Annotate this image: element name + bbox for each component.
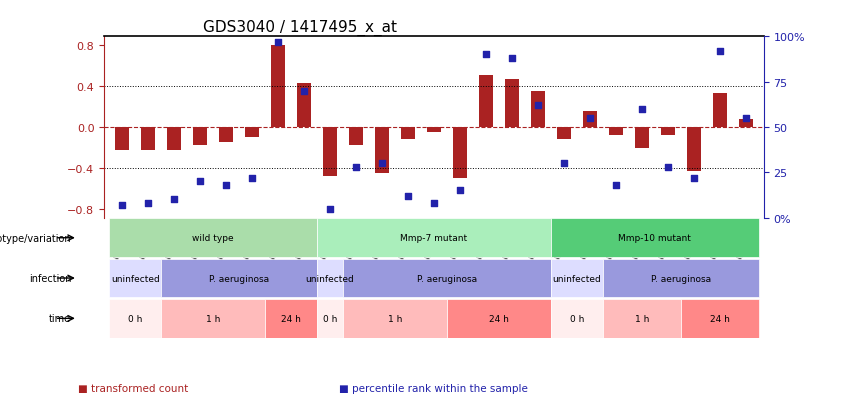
Text: Mmp-10 mutant: Mmp-10 mutant xyxy=(618,234,691,243)
FancyBboxPatch shape xyxy=(317,299,343,338)
FancyBboxPatch shape xyxy=(317,219,551,257)
Text: 24 h: 24 h xyxy=(489,314,509,323)
FancyBboxPatch shape xyxy=(343,299,447,338)
Bar xyxy=(635,128,649,148)
Text: genotype/variation: genotype/variation xyxy=(0,233,71,243)
Point xyxy=(349,164,363,171)
Point xyxy=(194,178,207,185)
Point xyxy=(453,188,467,194)
Bar xyxy=(687,128,700,172)
Bar xyxy=(582,112,597,128)
Text: P. aeruginosa: P. aeruginosa xyxy=(209,274,269,283)
Text: uninfected: uninfected xyxy=(552,274,602,283)
FancyBboxPatch shape xyxy=(109,299,161,338)
Point xyxy=(557,161,571,167)
Bar xyxy=(219,128,233,143)
Text: wild type: wild type xyxy=(193,234,234,243)
Bar xyxy=(349,128,363,146)
Bar xyxy=(141,128,155,150)
Bar xyxy=(245,128,260,138)
Point xyxy=(401,193,415,199)
Point xyxy=(168,197,181,203)
Point xyxy=(297,88,311,95)
FancyBboxPatch shape xyxy=(317,259,343,298)
Point xyxy=(323,206,337,212)
Point xyxy=(739,115,753,122)
Point xyxy=(635,106,648,113)
Bar xyxy=(608,128,623,136)
Bar xyxy=(193,128,207,146)
Text: ■ transformed count: ■ transformed count xyxy=(78,383,188,393)
Text: ■ percentile rank within the sample: ■ percentile rank within the sample xyxy=(339,383,528,393)
Bar xyxy=(556,128,571,140)
FancyBboxPatch shape xyxy=(447,299,551,338)
FancyBboxPatch shape xyxy=(551,219,759,257)
Text: Mmp-7 mutant: Mmp-7 mutant xyxy=(400,234,468,243)
Bar xyxy=(115,128,129,150)
Point xyxy=(505,56,519,62)
Bar xyxy=(530,92,545,128)
Point xyxy=(608,182,622,189)
Point xyxy=(687,175,700,182)
FancyBboxPatch shape xyxy=(109,219,317,257)
Point xyxy=(479,52,493,59)
Text: uninfected: uninfected xyxy=(306,274,354,283)
Text: infection: infection xyxy=(29,273,71,283)
Text: 0 h: 0 h xyxy=(569,314,584,323)
Bar xyxy=(323,128,338,177)
Text: GDS3040 / 1417495_x_at: GDS3040 / 1417495_x_at xyxy=(203,20,398,36)
Text: uninfected: uninfected xyxy=(111,274,160,283)
Point xyxy=(271,39,285,46)
Text: time: time xyxy=(49,313,71,323)
Bar xyxy=(401,128,415,140)
Bar xyxy=(375,128,389,174)
FancyBboxPatch shape xyxy=(551,259,602,298)
Text: 24 h: 24 h xyxy=(281,314,301,323)
Bar xyxy=(713,94,727,128)
FancyBboxPatch shape xyxy=(343,259,551,298)
Text: 1 h: 1 h xyxy=(388,314,402,323)
Bar xyxy=(297,83,312,128)
Bar xyxy=(427,128,441,133)
Point xyxy=(661,164,674,171)
Bar xyxy=(505,79,519,128)
Point xyxy=(531,102,545,109)
Point xyxy=(141,200,155,207)
Point xyxy=(220,182,233,189)
Bar xyxy=(661,128,675,136)
Point xyxy=(375,161,389,167)
Text: 1 h: 1 h xyxy=(635,314,649,323)
Point xyxy=(427,200,441,207)
Text: 24 h: 24 h xyxy=(710,314,730,323)
FancyBboxPatch shape xyxy=(161,299,266,338)
Text: P. aeruginosa: P. aeruginosa xyxy=(417,274,477,283)
FancyBboxPatch shape xyxy=(266,299,317,338)
Point xyxy=(583,115,597,122)
Point xyxy=(713,48,727,55)
FancyBboxPatch shape xyxy=(551,299,602,338)
Text: 0 h: 0 h xyxy=(323,314,338,323)
FancyBboxPatch shape xyxy=(602,259,759,298)
Text: 0 h: 0 h xyxy=(128,314,142,323)
FancyBboxPatch shape xyxy=(109,259,161,298)
Text: P. aeruginosa: P. aeruginosa xyxy=(651,274,711,283)
Bar xyxy=(168,128,181,150)
Point xyxy=(115,202,129,209)
Bar xyxy=(271,45,286,128)
FancyBboxPatch shape xyxy=(602,299,681,338)
Point xyxy=(246,175,260,182)
FancyBboxPatch shape xyxy=(161,259,317,298)
Bar xyxy=(479,76,493,128)
Bar xyxy=(739,119,753,128)
FancyBboxPatch shape xyxy=(681,299,759,338)
Bar xyxy=(453,128,467,179)
Text: 1 h: 1 h xyxy=(206,314,220,323)
